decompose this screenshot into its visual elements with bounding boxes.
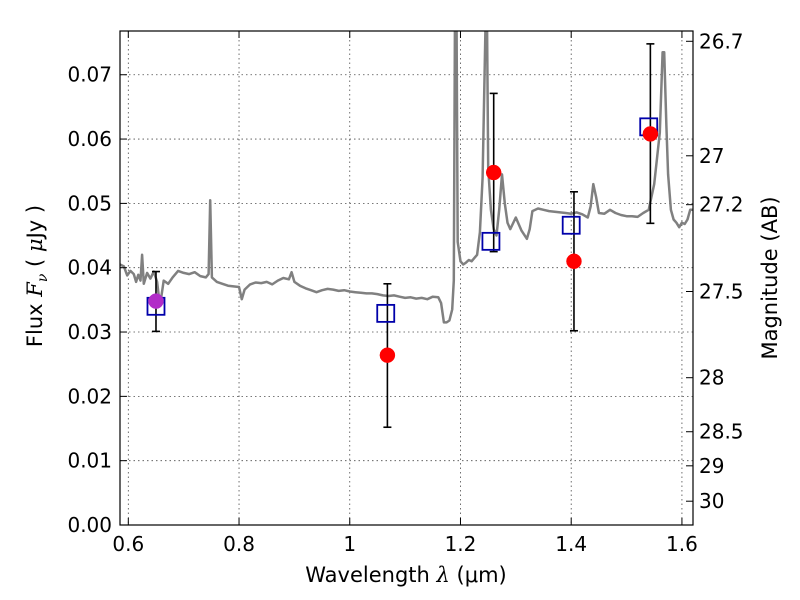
y2-tick-label: 28 [699,366,724,390]
model-band-square [376,303,396,323]
y-axis-label-unit-rest: Jy ) [23,205,47,241]
x-tick-label: 0.8 [223,532,255,556]
observed-layer [148,126,659,363]
y-axis-label-gap2 [23,267,47,274]
x-tick-label: 1.6 [666,532,698,556]
tick-layer: 0.6 0.8 1 1.2 1.4 1.6 0.00 0.01 0.02 0.03 0.04 0.05… [67,29,743,556]
spectrum-layer [120,31,693,324]
x-tick-label: 1.4 [555,532,587,556]
y-tick-label: 0.07 [67,63,112,87]
y-axis-label-gap [23,297,47,304]
y-tick-label: 0.06 [67,127,112,151]
model-spectrum-line [120,31,693,324]
model-band-square [481,231,501,251]
x-tick-label: 0.6 [112,532,144,556]
y2-tick-label: 29 [699,454,724,478]
y2-tick-label: 27 [699,144,724,168]
x-axis-label-main: Wavelength [305,563,430,587]
y-axis-label-gap3 [23,252,47,259]
y-tick-label: 0.01 [67,449,112,473]
y2-tick-label: 27.5 [699,280,744,304]
y2-tick-label: 27.2 [699,193,744,217]
y-axis-label-subscript: ν [35,273,51,282]
x-axis-label-gap [430,563,437,587]
x-tick-label: 1.2 [445,532,477,556]
y-tick-label: 0.00 [67,513,112,537]
x-axis-label-unit: (μm) [457,563,507,587]
y-tick-label: 0.02 [67,384,112,408]
y-axis-label-unit-mu: μ [23,238,47,252]
observed-point [148,293,164,309]
x-tick-label: 1 [343,532,356,556]
plot-frame [119,30,694,526]
x-axis-label: Wavelength λ (μm) [305,563,506,587]
y2-tick-label: 28.5 [699,420,744,444]
observed-point [566,253,582,270]
y-axis-label-unit-open: ( [23,259,47,267]
y-axis-label: Flux Fν ( μJy ) [23,205,51,347]
x-axis-label-gap2 [450,563,457,587]
observed-point [485,164,502,181]
model-band-square [561,215,581,235]
y-tick-label: 0.04 [67,256,112,280]
observed-point [642,126,659,142]
y-tick-label: 0.03 [67,320,112,344]
y-axis-label-main: Flux [23,303,47,347]
y2-axis-label: Magnitude (AB) [758,196,782,359]
y2-tick-label: 26.7 [699,29,744,53]
y-tick-label: 0.05 [67,191,112,215]
y-axis-label-symbol: F [23,281,47,298]
observed-point [379,347,396,363]
y2-tick-label: 30 [699,489,724,513]
x-axis-label-symbol: λ [436,563,450,587]
